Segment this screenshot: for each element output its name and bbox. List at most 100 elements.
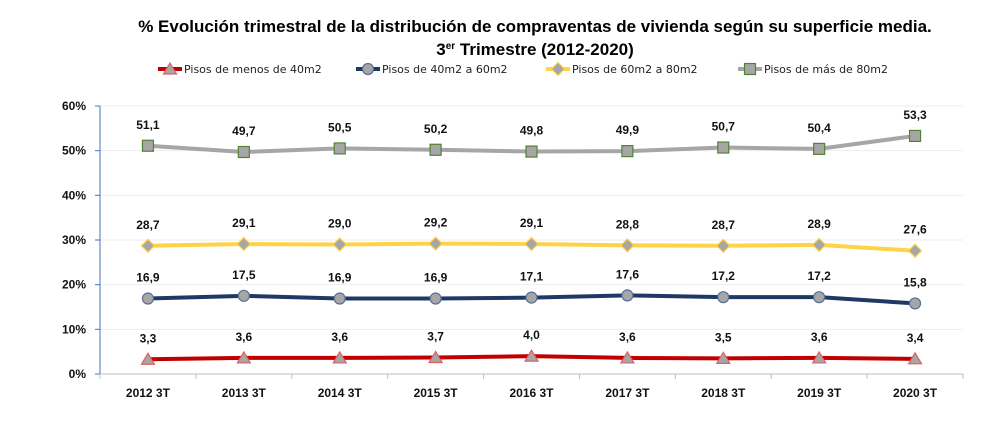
data-point-marker bbox=[333, 142, 346, 155]
data-label: 3,6 bbox=[811, 330, 828, 344]
data-label: 3,5 bbox=[715, 330, 732, 344]
axes: 0% 10% 20% 30% 40% 50% 60% 2012 3T 2013 3T 2014 3… bbox=[62, 99, 964, 400]
data-label: 28,7 bbox=[712, 218, 736, 232]
data-label: 17,6 bbox=[616, 267, 640, 281]
legend-label: Pisos de más de 80m2 bbox=[764, 63, 888, 76]
data-point-marker bbox=[908, 297, 922, 310]
data-label: 15,8 bbox=[903, 275, 927, 289]
data-label: 29,1 bbox=[520, 216, 544, 230]
data-point-marker bbox=[428, 350, 444, 364]
data-label: 29,2 bbox=[424, 216, 448, 230]
x-tick-label: 2014 3T bbox=[318, 386, 363, 400]
data-point-marker bbox=[811, 350, 827, 364]
data-point-marker bbox=[140, 352, 156, 365]
data-label: 53,3 bbox=[903, 108, 927, 122]
data-label: 16,9 bbox=[136, 271, 160, 285]
subtitle-prefix: 3 bbox=[436, 40, 445, 59]
data-point-marker bbox=[141, 292, 155, 305]
data-label: 17,5 bbox=[232, 268, 256, 282]
chart-subtitle: 3er Trimestre (2012-2020) bbox=[436, 40, 634, 59]
data-label: 29,1 bbox=[232, 216, 256, 230]
legend-marker-triangle-icon bbox=[162, 61, 178, 75]
x-tick-label: 2018 3T bbox=[701, 386, 746, 400]
y-tick-label: 50% bbox=[62, 144, 86, 158]
data-point-marker bbox=[140, 238, 156, 254]
legend-label: Pisos de 60m2 a 80m2 bbox=[572, 63, 698, 76]
x-tick-label: 2019 3T bbox=[797, 386, 842, 400]
x-tick-label: 2020 3T bbox=[893, 386, 938, 400]
y-tick-label: 10% bbox=[62, 322, 86, 336]
legend-item: Pisos de 40m2 a 60m2 bbox=[356, 62, 508, 76]
series-group: 3,3 3,6 3,6 3,7 4,0 3,6 3,5 3,6 3,4 16,9 17,5 16,9 1… bbox=[136, 108, 927, 365]
data-point-marker bbox=[237, 145, 250, 159]
legend-label: Pisos de menos de 40m2 bbox=[184, 63, 322, 76]
data-point-marker bbox=[811, 237, 827, 253]
data-point-marker bbox=[525, 145, 538, 158]
y-tick-label: 0% bbox=[69, 367, 87, 381]
y-tick-label: 30% bbox=[62, 233, 86, 247]
data-point-marker bbox=[237, 289, 250, 302]
data-point-marker bbox=[813, 142, 826, 155]
data-label: 4,0 bbox=[523, 328, 540, 342]
data-label: 28,7 bbox=[136, 218, 160, 232]
series-diamond: 28,7 29,1 29,0 29,2 29,1 28,8 28,7 28,9 27,6 bbox=[136, 216, 927, 259]
data-point-marker bbox=[236, 236, 252, 252]
data-label: 27,6 bbox=[903, 223, 927, 237]
data-point-marker bbox=[717, 141, 730, 154]
y-tick-label: 40% bbox=[62, 188, 86, 202]
data-point-marker bbox=[907, 243, 923, 259]
y-tick-label: 60% bbox=[62, 99, 86, 113]
data-label: 3,6 bbox=[331, 330, 348, 344]
data-point-marker bbox=[429, 292, 442, 305]
data-point-marker bbox=[523, 348, 540, 362]
data-label: 50,4 bbox=[807, 121, 831, 135]
series-square: 51,1 49,7 50,5 50,2 49,8 49,9 50,7 50,4 53,3 bbox=[136, 108, 927, 159]
legend-marker-circle-icon bbox=[361, 62, 375, 76]
data-label: 3,7 bbox=[427, 329, 444, 343]
x-tick-label: 2017 3T bbox=[605, 386, 650, 400]
data-point-marker bbox=[813, 291, 826, 304]
data-point-marker bbox=[908, 129, 922, 143]
data-label: 16,9 bbox=[328, 271, 352, 285]
data-label: 3,6 bbox=[235, 330, 252, 344]
legend-item: Pisos de menos de 40m2 bbox=[158, 61, 322, 76]
x-tick-label: 2015 3T bbox=[414, 386, 459, 400]
data-label: 49,8 bbox=[520, 124, 544, 138]
data-point-marker bbox=[428, 236, 443, 251]
legend-marker-diamond-icon bbox=[550, 61, 566, 77]
chart-title: % Evolución trimestral de la distribució… bbox=[138, 17, 932, 36]
data-point-marker bbox=[429, 143, 442, 156]
data-point-marker bbox=[141, 139, 155, 152]
data-label: 29,0 bbox=[328, 216, 352, 230]
legend-label: Pisos de 40m2 a 60m2 bbox=[382, 63, 508, 76]
data-point-marker bbox=[332, 237, 348, 252]
data-label: 17,1 bbox=[520, 270, 544, 284]
subtitle-superscript: er bbox=[446, 41, 456, 52]
data-point-marker bbox=[524, 236, 539, 252]
data-point-marker bbox=[621, 145, 634, 158]
data-point-marker bbox=[236, 350, 252, 364]
subtitle-rest: Trimestre (2012-2020) bbox=[455, 40, 634, 59]
data-label: 50,7 bbox=[712, 120, 736, 134]
data-label: 16,9 bbox=[424, 271, 448, 285]
data-label: 50,5 bbox=[328, 120, 352, 134]
data-label: 28,8 bbox=[616, 217, 640, 231]
data-label: 49,7 bbox=[232, 124, 256, 138]
data-label: 50,2 bbox=[424, 122, 448, 136]
data-label: 3,3 bbox=[140, 331, 157, 345]
legend-marker-square-icon bbox=[743, 62, 757, 76]
data-point-marker bbox=[715, 351, 731, 364]
legend-item: Pisos de 60m2 a 80m2 bbox=[546, 61, 698, 77]
series-circle: 16,9 17,5 16,9 16,9 17,1 17,6 17,2 17,2 15,8 bbox=[136, 267, 927, 310]
series-triangle: 3,3 3,6 3,6 3,7 4,0 3,6 3,5 3,6 3,4 bbox=[140, 328, 924, 365]
data-point-marker bbox=[621, 289, 634, 302]
data-label: 3,4 bbox=[907, 331, 924, 345]
data-label: 3,6 bbox=[619, 330, 636, 344]
x-tick-label: 2013 3T bbox=[222, 386, 267, 400]
x-tick-label: 2012 3T bbox=[126, 386, 171, 400]
data-point-marker bbox=[332, 350, 348, 364]
data-label: 51,1 bbox=[136, 118, 160, 132]
data-point-marker bbox=[619, 350, 635, 364]
data-point-marker bbox=[715, 238, 731, 254]
